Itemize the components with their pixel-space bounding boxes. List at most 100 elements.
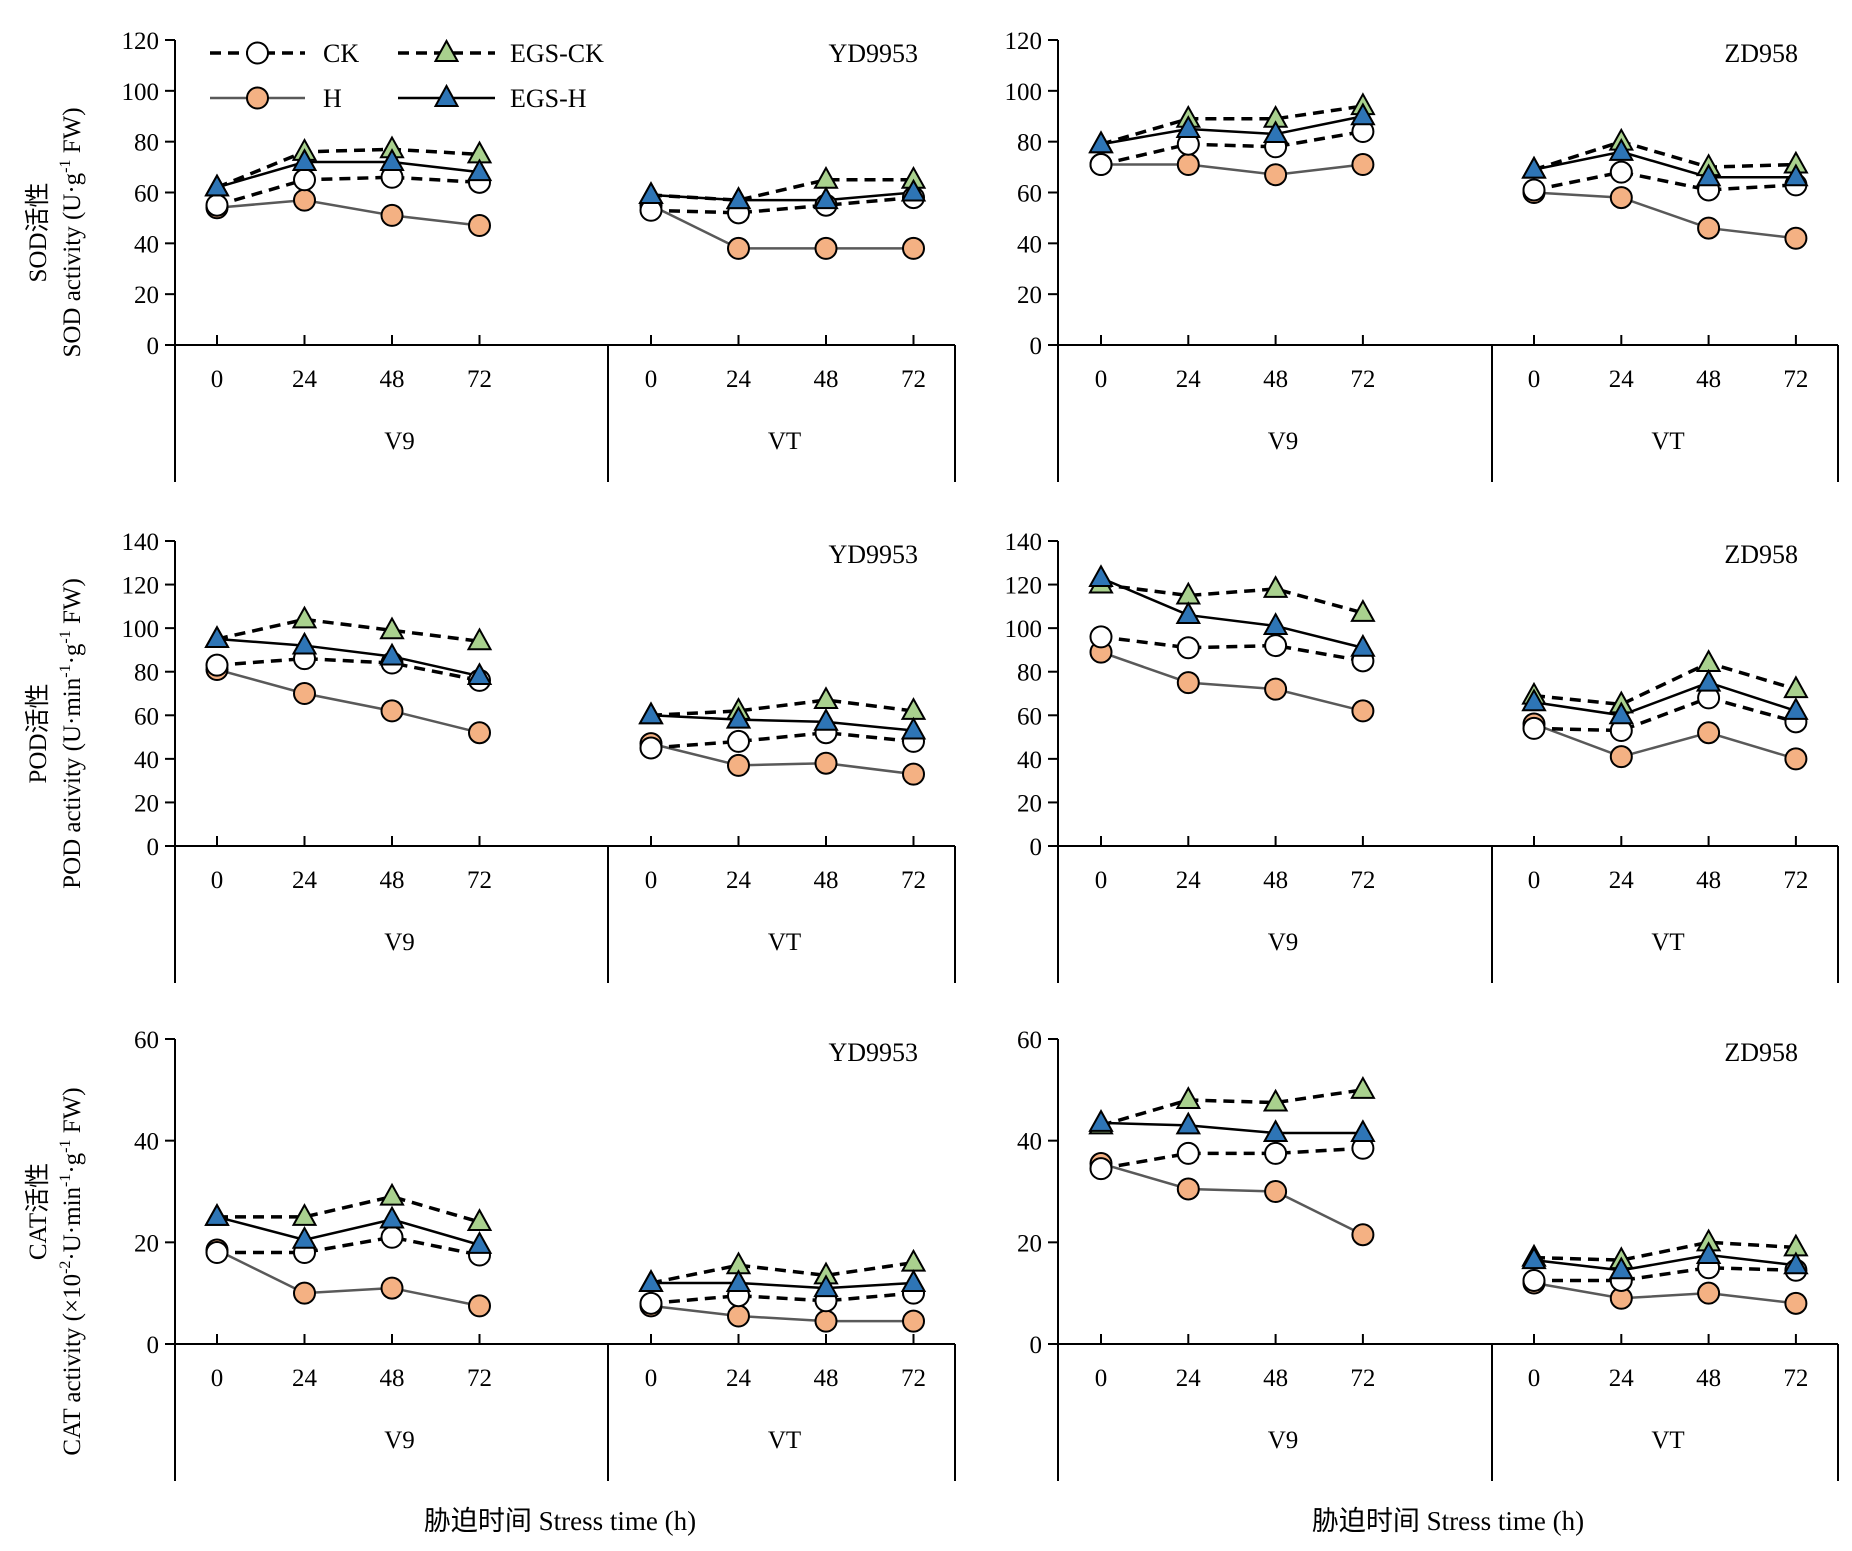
x-tick-label: 48 bbox=[380, 1365, 405, 1392]
series-line-h-v9 bbox=[1100, 1162, 1364, 1236]
series-line-egs-ck-v9 bbox=[1100, 104, 1364, 146]
series-line-h-vt bbox=[650, 204, 914, 250]
marker-egs-ck-v9-48 bbox=[379, 1182, 405, 1206]
marker-ck-v9-48 bbox=[1264, 634, 1288, 658]
series-line-egs-h-vt bbox=[650, 714, 914, 732]
marker-h-vt-24 bbox=[727, 1304, 750, 1328]
marker-egs-h-v9-0 bbox=[204, 625, 230, 649]
y-title-cn: SOD活性 bbox=[24, 182, 52, 282]
panel-cat-zd958: 0 20 40 60 0 24 48 72 V9 0 24 48 72 VT ZD958 bbox=[1017, 1027, 1839, 1481]
marker-egs-h-v9-48 bbox=[1262, 1119, 1289, 1143]
legend-marker bbox=[246, 41, 269, 65]
y-tick-label: 60 bbox=[1017, 181, 1042, 208]
marker-h-v9-24 bbox=[1176, 671, 1200, 695]
x-tick-label: 0 bbox=[1095, 1365, 1108, 1392]
series-line-ck-v9 bbox=[1100, 129, 1364, 167]
series-line-h-vt bbox=[1533, 1281, 1797, 1305]
marker-egs-h-v9-24 bbox=[291, 631, 318, 655]
legend-label: H bbox=[323, 84, 342, 113]
series-line-ck-v9 bbox=[217, 1235, 480, 1257]
x-tick-label: 0 bbox=[211, 1365, 224, 1392]
y-tick-label: 140 bbox=[122, 529, 160, 556]
marker-h-vt-72 bbox=[902, 1309, 925, 1333]
marker-ck-v9-24 bbox=[1176, 636, 1200, 660]
marker-h-v9-48 bbox=[380, 699, 404, 723]
marker-egs-h-v9-72 bbox=[466, 1231, 493, 1254]
series-line-egs-ck-v9 bbox=[1100, 1088, 1364, 1128]
stage-label-v9: V9 bbox=[1268, 428, 1299, 455]
marker-ck-vt-0 bbox=[1522, 716, 1546, 740]
series-markers bbox=[204, 605, 927, 786]
series-line-egs-h-v9 bbox=[1100, 115, 1364, 146]
marker-h-vt-48 bbox=[1697, 721, 1721, 745]
marker-h-vt-72 bbox=[902, 236, 925, 260]
y-title-cn: CAT活性 bbox=[24, 1163, 52, 1260]
marker-h-v9-24 bbox=[1176, 153, 1200, 177]
y-tick-label: 40 bbox=[134, 747, 159, 774]
marker-egs-h-v9-0 bbox=[1088, 1109, 1114, 1132]
marker-egs-h-v9-48 bbox=[379, 148, 405, 171]
marker-egs-h-v9-48 bbox=[1262, 612, 1289, 635]
marker-h-v9-24 bbox=[293, 682, 316, 705]
marker-h-vt-24 bbox=[727, 236, 750, 260]
stage-label-v9: V9 bbox=[1268, 1427, 1299, 1454]
marker-h-v9-48 bbox=[380, 203, 404, 227]
marker-egs-ck-v9-24 bbox=[291, 605, 318, 629]
marker-egs-h-vt-48 bbox=[1695, 163, 1722, 187]
x-tick-label: 0 bbox=[1095, 867, 1108, 894]
marker-ck-v9-24 bbox=[1176, 1141, 1200, 1165]
series-line-egs-h-v9 bbox=[216, 1215, 480, 1247]
x-tick-label: 48 bbox=[1696, 366, 1721, 393]
marker-egs-ck-v9-24 bbox=[1175, 1086, 1202, 1109]
marker-egs-ck-v9-48 bbox=[1262, 1088, 1289, 1112]
x-tick-label: 24 bbox=[1176, 1365, 1202, 1392]
legend-marker bbox=[433, 83, 460, 107]
series-line-ck-vt bbox=[1533, 696, 1797, 733]
marker-egs-h-vt-24 bbox=[1608, 137, 1635, 161]
series-line-egs-ck-v9 bbox=[216, 147, 480, 190]
x-tick-label: 24 bbox=[726, 1365, 752, 1392]
y-tick-label: 40 bbox=[1017, 747, 1042, 774]
stage-label-v9: V9 bbox=[384, 428, 415, 455]
x-tick-label: 24 bbox=[1609, 1365, 1635, 1392]
marker-h-v9-72 bbox=[1351, 699, 1375, 723]
series-line-h-v9 bbox=[216, 668, 480, 734]
marker-egs-h-vt-48 bbox=[1695, 1241, 1722, 1265]
series-line-egs-ck-vt bbox=[1533, 1240, 1797, 1262]
y-title-en: SOD activity (U·g-1 FW) bbox=[57, 107, 86, 357]
series-line-egs-h-v9 bbox=[216, 637, 480, 678]
y-tick-label: 0 bbox=[147, 834, 160, 861]
marker-egs-ck-v9-48 bbox=[379, 616, 405, 640]
series-line-ck-vt bbox=[650, 730, 914, 750]
y-title-superscript: -1 bbox=[57, 1139, 74, 1152]
x-tick-label: 72 bbox=[1350, 366, 1375, 393]
series-line-egs-h-vt bbox=[651, 1281, 914, 1290]
y-title-superscript: -1 bbox=[57, 630, 74, 643]
series-markers bbox=[204, 1182, 927, 1333]
x-tick-label: 48 bbox=[1696, 1365, 1721, 1392]
marker-h-v9-72 bbox=[468, 721, 491, 745]
x-tick-label: 48 bbox=[380, 867, 405, 894]
x-tick-label: 72 bbox=[467, 867, 492, 894]
series-markers bbox=[1088, 1075, 1809, 1315]
marker-egs-ck-v9-24 bbox=[291, 1203, 318, 1226]
y-tick-label: 40 bbox=[1017, 1129, 1042, 1156]
series-line-egs-h-vt bbox=[1533, 150, 1796, 179]
marker-egs-ck-v9-72 bbox=[1350, 1075, 1376, 1099]
marker-ck-v9-0 bbox=[1089, 625, 1113, 649]
y-tick-label: 80 bbox=[134, 660, 159, 687]
x-tick-label: 72 bbox=[1350, 1365, 1375, 1392]
legend-marker bbox=[433, 38, 460, 62]
marker-egs-ck-v9-72 bbox=[1350, 599, 1376, 622]
y-tick-label: 20 bbox=[1017, 790, 1042, 817]
y-axis-title-pod: POD活性 POD activity (U·min-1·g-1 FW) bbox=[24, 578, 86, 889]
marker-h-vt-72 bbox=[902, 762, 925, 786]
series-markers bbox=[1088, 564, 1809, 771]
x-tick-label: 48 bbox=[814, 1365, 839, 1392]
y-tick-label: 0 bbox=[1030, 333, 1043, 360]
marker-egs-h-v9-72 bbox=[466, 158, 493, 182]
variety-label: YD9953 bbox=[828, 39, 918, 68]
marker-h-v9-48 bbox=[1264, 677, 1288, 701]
x-tick-label: 24 bbox=[1176, 867, 1202, 894]
